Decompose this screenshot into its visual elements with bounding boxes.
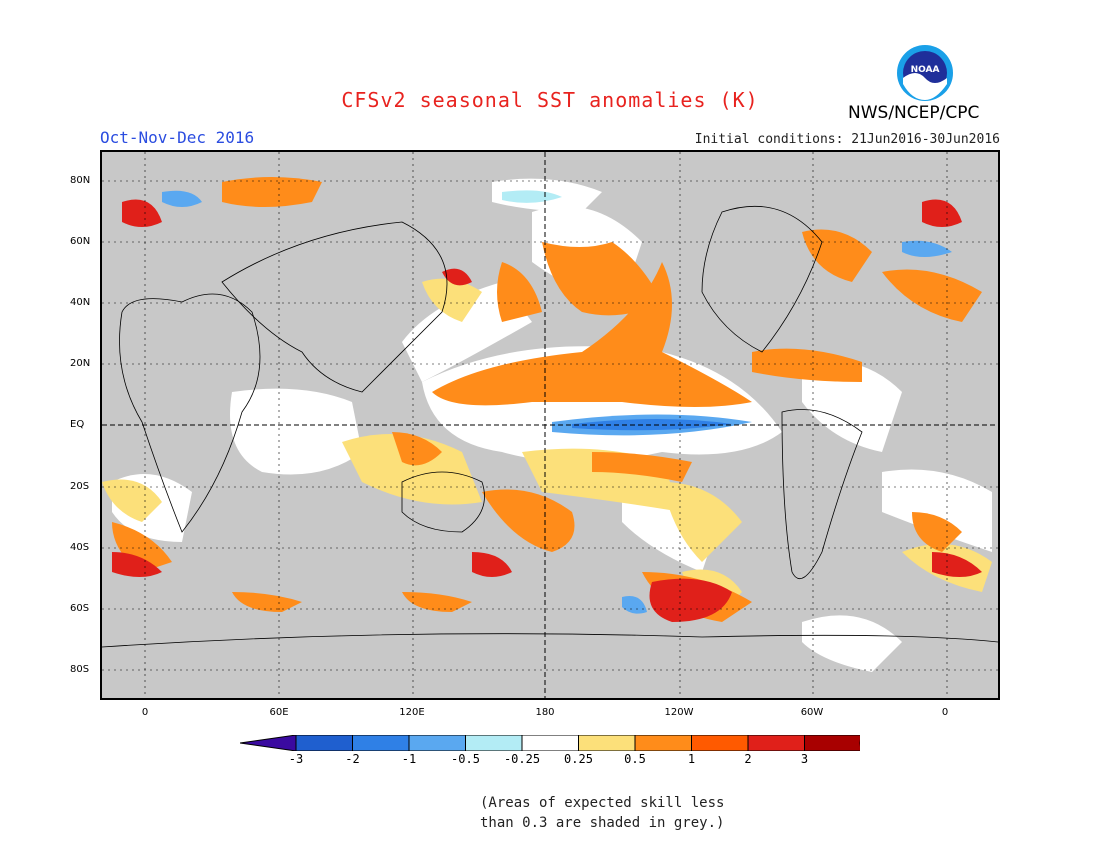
- skill-note-line-2: than 0.3 are shaded in grey.): [480, 815, 725, 831]
- colorbar-label: 3: [800, 752, 809, 766]
- initial-conditions-label: Initial conditions: 21Jun2016-30Jun2016: [694, 132, 1000, 147]
- colorbar-label: -3: [288, 752, 304, 766]
- lon-tick: 0: [941, 707, 949, 718]
- colorbar-cell: [634, 735, 692, 751]
- colorbar-cell: [295, 735, 353, 751]
- colorbar-cell: [465, 735, 523, 751]
- lon-tick: 60E: [269, 707, 289, 718]
- colorbar-cell: [521, 735, 579, 751]
- cool-anomaly-areas: [162, 190, 952, 614]
- colorbar-cell: [240, 735, 297, 751]
- period-label: Oct-Nov-Dec 2016: [100, 128, 255, 147]
- colorbar-label: -0.5: [451, 752, 480, 766]
- strong-warm-areas: [112, 199, 982, 622]
- lat-tick: 40N: [70, 297, 91, 308]
- colorbar-label: -0.25: [503, 752, 541, 766]
- moderate-warm-areas: [112, 177, 982, 622]
- lon-tick: 0: [141, 707, 149, 718]
- colorbar-label: 1: [687, 752, 696, 766]
- lat-tick: 20S: [70, 481, 90, 492]
- lon-tick: 180: [535, 707, 555, 718]
- lat-tick: 60N: [70, 236, 91, 247]
- map-panel: [100, 150, 1000, 700]
- colorbar-label: 2: [744, 752, 752, 766]
- skill-note-line-1: (Areas of expected skill less: [480, 795, 725, 811]
- lon-tick: 120W: [664, 707, 694, 718]
- colorbar-cell: [578, 735, 636, 751]
- colorbar-label: -2: [345, 752, 360, 766]
- lon-tick: 120E: [399, 707, 425, 718]
- anomaly-map: [102, 152, 998, 698]
- agency-label: NWS/NCEP/CPC: [848, 103, 980, 123]
- colorbar-cell: [408, 735, 466, 751]
- colorbar-label: 0.25: [564, 752, 593, 766]
- lat-tick: 80N: [70, 175, 91, 186]
- noaa-logo: NOAA: [897, 45, 953, 101]
- lon-tick: 60W: [800, 707, 824, 718]
- colorbar-label: 0.5: [624, 752, 646, 766]
- colorbar-cell: [804, 735, 860, 751]
- colorbar-cell: [352, 735, 410, 751]
- lat-tick: EQ: [70, 419, 85, 430]
- lat-tick: 80S: [70, 664, 90, 675]
- lat-tick: 20N: [70, 358, 91, 369]
- lat-tick: 40S: [70, 542, 90, 553]
- colorbar-cell: [691, 735, 749, 751]
- lat-tick: 60S: [70, 603, 90, 614]
- colorbar-label: -1: [401, 752, 417, 766]
- chart-title: CFSv2 seasonal SST anomalies (K): [341, 88, 759, 112]
- colorbar: [240, 735, 860, 751]
- skill-note: (Areas of expected skill less than 0.3 a…: [480, 793, 724, 833]
- coastlines: [102, 205, 998, 648]
- logo-text: NOAA: [911, 65, 940, 75]
- colorbar-cell: [747, 735, 805, 751]
- weak-warm-areas: [102, 278, 992, 612]
- graticule: [102, 152, 998, 698]
- reference-lines: [102, 152, 998, 698]
